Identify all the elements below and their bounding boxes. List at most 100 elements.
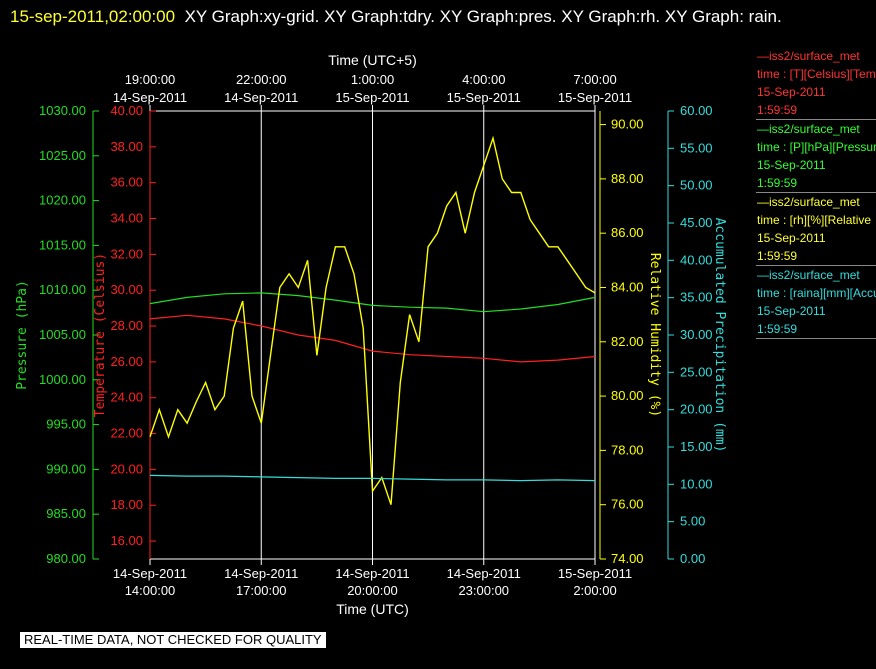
x-tick-label-date: 14-Sep-2011 bbox=[113, 566, 187, 581]
legend-pressure-line1: —iss2/surface_met bbox=[757, 122, 860, 136]
series-line-temperature bbox=[149, 314, 596, 363]
legend-precip-line3: 15-Sep-2011 bbox=[757, 304, 826, 318]
temperature-tick-label: 32.00 bbox=[110, 246, 143, 261]
pressure-tick-label: 990.00 bbox=[46, 461, 86, 476]
humidity-tick-label: 82.00 bbox=[611, 334, 644, 349]
x-axis-label: Time (UTC) bbox=[336, 601, 409, 617]
precip-tick-label: 40.00 bbox=[680, 252, 713, 267]
humidity-tick-label: 86.00 bbox=[611, 225, 644, 240]
temperature-tick-label: 28.00 bbox=[110, 318, 143, 333]
x2-tick-label-time: 22:00:00 bbox=[236, 72, 287, 87]
x-tick-label-date: 14-Sep-2011 bbox=[447, 566, 521, 581]
precip-tick-label: 45.00 bbox=[680, 215, 713, 230]
legend-precip-line4: 1:59:59 bbox=[757, 322, 798, 336]
temperature-tick-label: 16.00 bbox=[110, 533, 143, 548]
x-tick-label-date: 14-Sep-2011 bbox=[335, 566, 409, 581]
x-tick-label-date: 15-Sep-2011 bbox=[558, 566, 632, 581]
humidity-tick-label: 76.00 bbox=[611, 497, 644, 512]
x-tick-label-date: 14-Sep-2011 bbox=[224, 566, 298, 581]
x-tick-label-time: 23:00:00 bbox=[458, 583, 509, 598]
x-tick-label-time: 2:00:00 bbox=[573, 583, 616, 598]
pressure-tick-label: 1000.00 bbox=[39, 372, 86, 387]
x2-tick-label-date: 14-Sep-2011 bbox=[113, 90, 187, 105]
legend-pressure-line3: 15-Sep-2011 bbox=[757, 158, 826, 172]
pressure-tick-label: 985.00 bbox=[46, 506, 86, 521]
pressure-tick-label: 995.00 bbox=[46, 417, 86, 432]
temperature-tick-label: 18.00 bbox=[110, 497, 143, 512]
pressure-tick-label: 1030.00 bbox=[39, 103, 86, 118]
precip-tick-label: 20.00 bbox=[680, 402, 713, 417]
x2-tick-label-time: 7:00:00 bbox=[573, 72, 616, 87]
legend-precip-line2: time : [raina][mm][Accum bbox=[757, 286, 876, 300]
quality-notice: REAL-TIME DATA, NOT CHECKED FOR QUALITY bbox=[20, 632, 326, 648]
pressure-tick-label: 1025.00 bbox=[39, 148, 86, 163]
header-title: XY Graph:xy-grid. XY Graph:tdry. XY Grap… bbox=[184, 7, 782, 26]
pressure-tick-label: 1010.00 bbox=[39, 282, 86, 297]
temperature-tick-label: 26.00 bbox=[110, 354, 143, 369]
temperature-tick-label: 24.00 bbox=[110, 390, 143, 405]
temperature-tick-label: 38.00 bbox=[110, 139, 143, 154]
precip-tick-label: 5.00 bbox=[680, 514, 705, 529]
legend-temperature-line2: time : [T][Celsius][Temp bbox=[757, 67, 876, 81]
humidity-tick-label: 74.00 bbox=[611, 551, 644, 566]
humidity-tick-label: 88.00 bbox=[611, 171, 644, 186]
humidity-tick-label: 78.00 bbox=[611, 442, 644, 457]
precip-tick-label: 30.00 bbox=[680, 327, 713, 342]
legend-humidity-line1: —iss2/surface_met bbox=[757, 195, 860, 209]
precip-tick-label: 10.00 bbox=[680, 476, 713, 491]
legend-temperature-line3: 15-Sep-2011 bbox=[757, 85, 826, 99]
temperature-tick-label: 40.00 bbox=[110, 103, 143, 118]
precip-tick-label: 0.00 bbox=[680, 551, 705, 566]
x2-tick-label-date: 15-Sep-2011 bbox=[447, 90, 521, 105]
x2-axis-label: Time (UTC+5) bbox=[328, 52, 417, 68]
temperature-tick-label: 34.00 bbox=[110, 211, 143, 226]
pressure-tick-label: 980.00 bbox=[46, 551, 86, 566]
precip-tick-label: 60.00 bbox=[680, 103, 713, 118]
humidity-tick-label: 90.00 bbox=[611, 117, 644, 132]
x-tick-label-time: 14:00:00 bbox=[125, 583, 176, 598]
precip-axis-title: Accumulated Precipitation (mm) bbox=[712, 218, 727, 453]
legend-humidity-line2: time : [rh][%][Relative bbox=[757, 213, 872, 227]
legend-humidity-line4: 1:59:59 bbox=[757, 249, 798, 263]
humidity-tick-label: 84.00 bbox=[611, 279, 644, 294]
series-line-pressure bbox=[149, 292, 596, 313]
x-tick-label-time: 20:00:00 bbox=[347, 583, 398, 598]
humidity-axis-title: Relative Humidity (%) bbox=[647, 253, 662, 417]
precip-tick-label: 15.00 bbox=[680, 439, 713, 454]
legend-humidity-line3: 15-Sep-2011 bbox=[757, 231, 826, 245]
legend-pressure-line2: time : [P][hPa][Pressure bbox=[757, 140, 876, 154]
humidity-tick-label: 80.00 bbox=[611, 388, 644, 403]
temperature-tick-label: 30.00 bbox=[110, 282, 143, 297]
pressure-tick-label: 1005.00 bbox=[39, 327, 86, 342]
temperature-axis-title: Temperature (Celsius) bbox=[93, 253, 108, 417]
legend-temperature-line4: 1:59:59 bbox=[757, 103, 798, 117]
x2-tick-label-time: 19:00:00 bbox=[125, 72, 176, 87]
temperature-tick-label: 20.00 bbox=[110, 461, 143, 476]
header: 15-sep-2011,02:00:00 XY Graph:xy-grid. X… bbox=[10, 2, 860, 31]
x2-tick-label-date: 15-Sep-2011 bbox=[558, 90, 632, 105]
precip-tick-label: 35.00 bbox=[680, 290, 713, 305]
header-datetime: 15-sep-2011,02:00:00 bbox=[10, 7, 176, 26]
x-tick-label-time: 17:00:00 bbox=[236, 583, 287, 598]
series-line-humidity bbox=[149, 135, 596, 505]
precip-tick-label: 50.00 bbox=[680, 178, 713, 193]
pressure-tick-label: 1020.00 bbox=[39, 193, 86, 208]
precip-tick-label: 55.00 bbox=[680, 140, 713, 155]
pressure-axis-title: Pressure (hPa) bbox=[15, 280, 30, 390]
legend-precip-line1: —iss2/surface_met bbox=[757, 268, 860, 282]
legend-pressure-line4: 1:59:59 bbox=[757, 176, 798, 190]
x2-tick-label-date: 15-Sep-2011 bbox=[335, 90, 409, 105]
series-line-precip bbox=[149, 474, 596, 482]
legend-temperature-line1: —iss2/surface_met bbox=[757, 49, 860, 63]
temperature-tick-label: 22.00 bbox=[110, 426, 143, 441]
temperature-tick-label: 36.00 bbox=[110, 175, 143, 190]
x2-tick-label-time: 4:00:00 bbox=[462, 72, 505, 87]
x2-tick-label-time: 1:00:00 bbox=[351, 72, 394, 87]
x2-tick-label-date: 14-Sep-2011 bbox=[224, 90, 298, 105]
precip-tick-label: 25.00 bbox=[680, 364, 713, 379]
